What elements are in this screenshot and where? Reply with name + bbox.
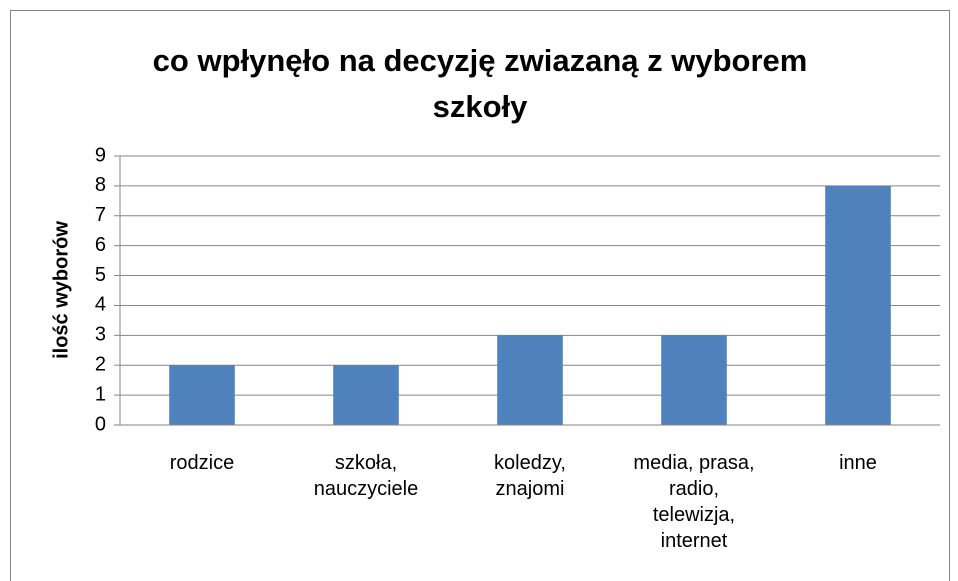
x-tick-label: szkoła, nauczyciele [313, 452, 419, 500]
chart-border [10, 10, 950, 581]
y-tick-label: 8 [95, 174, 106, 196]
bar [497, 335, 563, 425]
y-tick-label: 1 [95, 383, 106, 405]
x-tick-label: koledzy, znajomi [494, 452, 566, 500]
y-tick-label: 4 [95, 294, 106, 316]
bar [333, 365, 399, 425]
y-tick-label: 3 [95, 324, 106, 346]
y-tick-label: 2 [95, 354, 106, 376]
y-tick-label: 7 [95, 204, 106, 226]
y-tick-label: 5 [95, 264, 106, 286]
bar [169, 365, 235, 425]
chart-title: co wpłynęło na decyzję zwiazaną z wybore… [152, 43, 808, 124]
y-axis-label: ilość wyborów [50, 221, 72, 359]
y-tick-label: 0 [95, 413, 106, 435]
bar [661, 335, 727, 425]
x-tick-label: media, prasa, radio, telewizja, internet [633, 452, 755, 552]
x-tick-label: inne [839, 452, 877, 474]
y-tick-label: 9 [95, 144, 106, 166]
bar [825, 185, 891, 425]
x-tick-label: rodzice [169, 452, 235, 474]
y-tick-label: 6 [95, 234, 106, 256]
